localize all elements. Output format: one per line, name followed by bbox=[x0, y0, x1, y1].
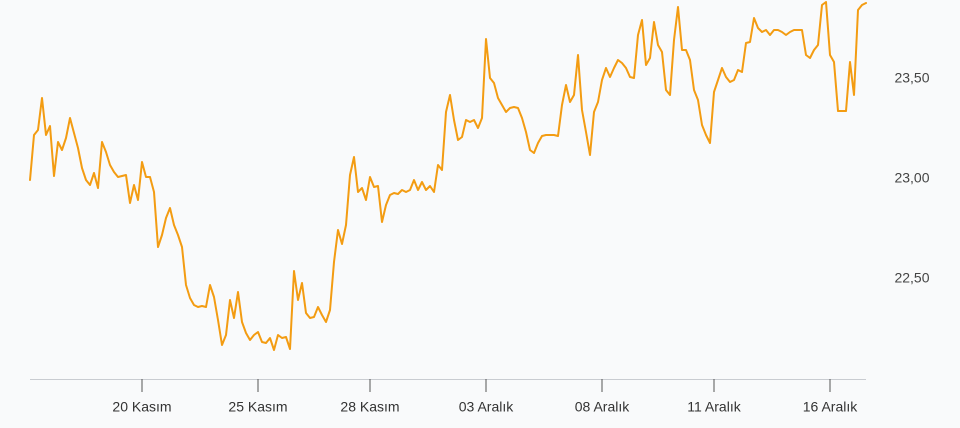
x-tick-label: 25 Kasım bbox=[228, 399, 287, 415]
y-tick-label: 22,50 bbox=[894, 270, 929, 286]
y-tick-label: 23,50 bbox=[894, 70, 929, 86]
x-tick-label: 08 Aralık bbox=[575, 399, 630, 415]
x-tick-label: 20 Kasım bbox=[112, 399, 171, 415]
x-tick-label: 28 Kasım bbox=[340, 399, 399, 415]
x-tick-label: 16 Aralık bbox=[803, 399, 858, 415]
x-tick-label: 11 Aralık bbox=[687, 399, 741, 415]
x-tick-label: 03 Aralık bbox=[459, 399, 514, 415]
y-tick-label: 23,00 bbox=[894, 170, 929, 186]
price-line bbox=[29, 1, 867, 351]
